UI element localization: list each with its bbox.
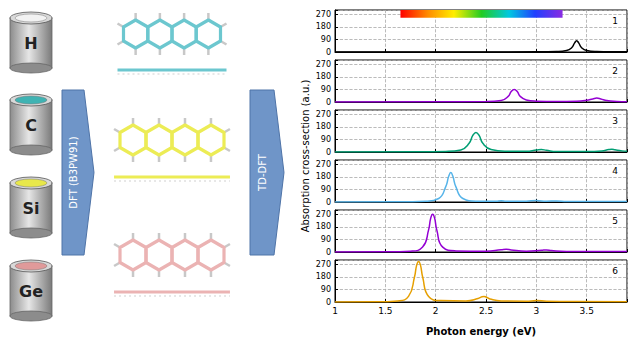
svg-text:270: 270 [316, 160, 331, 169]
svg-text:2.5: 2.5 [479, 306, 493, 316]
svg-text:0: 0 [326, 48, 331, 57]
svg-text:TD-DFT: TD-DFT [257, 153, 268, 192]
svg-text:Ge: Ge [19, 282, 43, 301]
svg-text:5: 5 [612, 216, 618, 226]
svg-text:2: 2 [433, 306, 439, 316]
svg-text:6: 6 [612, 266, 618, 276]
svg-text:1.5: 1.5 [378, 306, 392, 316]
svg-text:270: 270 [316, 110, 331, 119]
svg-text:H: H [24, 34, 37, 53]
svg-text:Si: Si [22, 199, 39, 218]
svg-text:0: 0 [326, 148, 331, 157]
svg-text:Absorption cross-section (a.u.: Absorption cross-section (a.u.) [300, 80, 311, 233]
svg-text:1: 1 [612, 16, 618, 26]
svg-text:3.5: 3.5 [580, 306, 594, 316]
svg-text:180: 180 [316, 222, 331, 231]
svg-text:270: 270 [316, 10, 331, 19]
svg-text:2: 2 [612, 66, 618, 76]
svg-text:0: 0 [326, 98, 331, 107]
svg-text:0: 0 [326, 248, 331, 257]
svg-text:270: 270 [316, 260, 331, 269]
svg-text:3: 3 [612, 116, 618, 126]
svg-text:3: 3 [534, 306, 540, 316]
svg-text:90: 90 [321, 85, 331, 94]
svg-text:180: 180 [316, 122, 331, 131]
svg-text:1: 1 [332, 306, 338, 316]
svg-text:270: 270 [316, 210, 331, 219]
svg-text:270: 270 [316, 60, 331, 69]
svg-text:4: 4 [612, 166, 618, 176]
svg-text:90: 90 [321, 235, 331, 244]
svg-text:0: 0 [326, 298, 331, 307]
svg-text:DFT (B3PW91): DFT (B3PW91) [68, 136, 79, 208]
svg-text:180: 180 [316, 172, 331, 181]
svg-text:C: C [25, 116, 37, 135]
svg-text:90: 90 [321, 185, 331, 194]
svg-text:90: 90 [321, 285, 331, 294]
svg-text:180: 180 [316, 22, 331, 31]
svg-text:0: 0 [326, 198, 331, 207]
svg-text:90: 90 [321, 135, 331, 144]
svg-text:Photon energy (eV): Photon energy (eV) [426, 326, 536, 337]
svg-text:180: 180 [316, 72, 331, 81]
svg-text:90: 90 [321, 35, 331, 44]
svg-text:180: 180 [316, 272, 331, 281]
